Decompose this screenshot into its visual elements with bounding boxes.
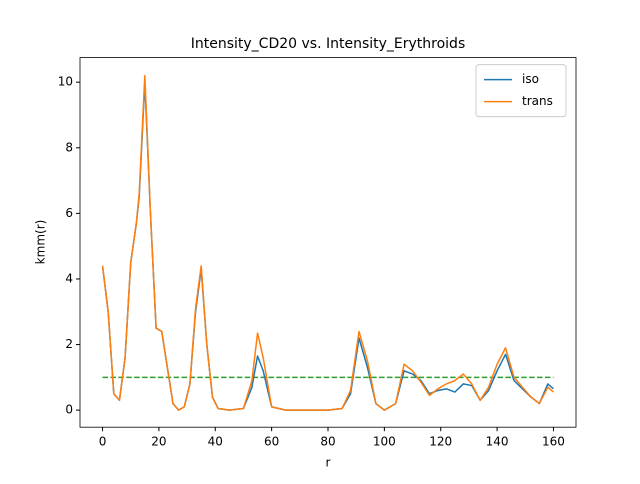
x-tick-label: 0 bbox=[99, 435, 107, 449]
y-tick-label: 0 bbox=[65, 403, 73, 417]
legend-box bbox=[475, 64, 567, 118]
x-tick-label: 20 bbox=[151, 435, 166, 449]
y-tick-label: 6 bbox=[65, 206, 73, 220]
line-series bbox=[101, 74, 554, 411]
axes-frame bbox=[79, 57, 577, 428]
x-tick-label: 140 bbox=[486, 435, 509, 449]
x-tick-label: 100 bbox=[373, 435, 396, 449]
x-tick-label: 60 bbox=[264, 435, 279, 449]
x-tick-label: 120 bbox=[429, 435, 452, 449]
x-tick-label: 40 bbox=[208, 435, 223, 449]
x-tick-label: 160 bbox=[542, 435, 565, 449]
y-tick-label: 4 bbox=[65, 271, 73, 285]
chart-title: Intensity_CD20 vs. Intensity_Erythroids bbox=[191, 36, 466, 52]
legend-label: iso bbox=[522, 72, 539, 86]
y-tick-label: 8 bbox=[65, 140, 73, 154]
y-tick-label: 10 bbox=[58, 75, 73, 89]
x-tick-label: 80 bbox=[320, 435, 335, 449]
y-tick-label: 2 bbox=[65, 337, 73, 351]
y-axis-title: kmm(r) bbox=[34, 220, 48, 265]
x-axis-title: r bbox=[326, 456, 331, 470]
legend-label: trans bbox=[522, 94, 553, 108]
